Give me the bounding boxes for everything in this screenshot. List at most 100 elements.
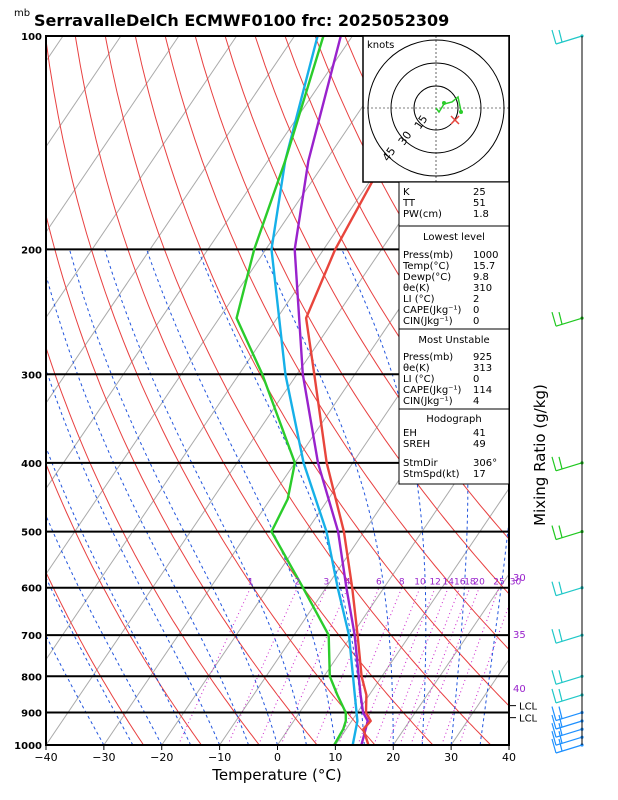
index-unstable-value: 4: [473, 396, 479, 407]
mixing-ratio-label: 8: [399, 578, 405, 588]
index-general-label: K: [403, 187, 410, 198]
moist-adiabat: [104, 249, 307, 745]
right-axis-label: Mixing Ratio (g/kg): [531, 384, 549, 526]
index-general-value: 51: [473, 198, 486, 209]
wind-barb-flag: [558, 738, 563, 752]
isotherm: [567, 36, 618, 745]
dry-adiabat: [585, 36, 618, 745]
indices-hodograph-box: [398, 408, 510, 485]
wind-barb: [551, 525, 584, 541]
index-lowest-label: LI (°C): [403, 294, 435, 305]
x-tick-label: −40: [34, 751, 57, 764]
storm-motion-marker: [450, 115, 460, 125]
dry-adiabat: [46, 462, 202, 745]
wind-barb-flag: [558, 731, 563, 744]
wind-barb-shaft: [555, 530, 583, 541]
wind-barb-flag: [558, 714, 563, 728]
mixing-ratio-label: 14: [443, 578, 455, 588]
indices-general-box: [398, 181, 510, 227]
wind-barb-shaft: [555, 35, 583, 45]
moist-adiabat: [46, 273, 250, 745]
x-tick-label: 0: [274, 751, 281, 764]
index-general-value: 1.8: [473, 209, 489, 220]
wind-barb-flag: [551, 738, 557, 754]
mixing-ratio-label: 12: [429, 578, 440, 588]
index-unstable-value: 925: [473, 352, 492, 363]
index-lowest-value: 0: [473, 316, 479, 327]
isotherm: [46, 36, 180, 234]
pressure-tick-label: 900: [21, 709, 42, 720]
mixing-ratio-lines: [177, 587, 509, 745]
index-lowest-label: Press(mb): [403, 250, 453, 261]
isotherm: [46, 36, 411, 575]
isotherm: [103, 145, 509, 745]
hodograph-indices-title: Hodograph: [426, 414, 481, 425]
indices-unstable-box: [398, 328, 510, 410]
pressure-tick-label: 600: [21, 584, 42, 595]
moist-adiabat: [46, 634, 105, 745]
wind-barb-shaft: [555, 744, 583, 754]
pressure-tick-label: 800: [21, 672, 42, 683]
dry-adiabat: [555, 36, 618, 745]
most-unstable-title: Most Unstable: [418, 335, 489, 346]
index-unstable-label: Press(mb): [403, 352, 453, 363]
mixing-ratio-label: 6: [376, 578, 382, 588]
index-unstable-label: CAPE(Jkg⁻¹): [403, 385, 461, 396]
index-lowest-value: 0: [473, 305, 479, 316]
mixing-ratio-label: 1: [248, 578, 254, 588]
wind-barb-flag: [551, 670, 557, 685]
wind-barb: [551, 688, 584, 704]
index-hodo-storm-label: StmDir: [403, 458, 438, 469]
pressure-tick-label: 1000: [14, 741, 42, 752]
isotherm: [392, 573, 509, 745]
wind-barb-flag: [558, 629, 563, 642]
wind-barb-flag: [551, 629, 557, 644]
wind-barb-flag: [558, 723, 563, 736]
wind-barb-shaft: [555, 587, 583, 597]
wind-barb-shaft: [555, 462, 583, 472]
index-hodo-storm-value: 306°: [473, 458, 497, 469]
isotherm: [334, 487, 509, 745]
moist-adiabat: [46, 576, 134, 745]
mixing-ratio-label: 2: [295, 578, 301, 588]
x-tick-label: −20: [150, 751, 173, 764]
index-hodo-storm-value: 17: [473, 469, 486, 480]
dry-adiabat: [74, 36, 434, 745]
mixing-ratio-label: 20: [473, 578, 485, 588]
dry-adiabat: [134, 36, 509, 707]
dry-adiabat: [46, 36, 376, 745]
wind-barb-flag: [558, 311, 563, 325]
hodograph-trace: [435, 95, 462, 114]
mixing-ratio-line: [227, 587, 298, 745]
wind-barb-flag: [551, 311, 557, 327]
wind-barb: [551, 629, 584, 644]
hodograph-point: [442, 101, 446, 105]
chart-title: SerravalleDelCh ECMWF0100 frc: 202505230…: [34, 11, 449, 30]
lowest-level-title: Lowest level: [423, 232, 485, 243]
parcel-cyan-line: [270, 36, 359, 745]
wind-barb-flag: [551, 525, 557, 540]
moist-adiabat: [69, 249, 278, 745]
temperature-line: [304, 36, 441, 745]
pressure-unit-label: mb: [14, 8, 30, 19]
dry-adiabat: [46, 213, 318, 745]
dry-adiabat: [46, 345, 260, 745]
wind-barb: [551, 29, 584, 45]
hodograph-point: [459, 110, 463, 114]
index-lowest-value: 15.7: [473, 261, 495, 272]
moist-adiabat: [46, 514, 163, 745]
isotherm-label: 35: [513, 630, 526, 641]
pressure-tick-label: 500: [21, 528, 42, 539]
wind-barb-flag: [558, 525, 563, 538]
isotherm: [46, 36, 238, 319]
moist-adiabat: [46, 445, 192, 745]
index-unstable-value: 313: [473, 363, 492, 374]
mixing-ratio-line: [280, 587, 349, 745]
index-lowest-value: 9.8: [473, 272, 489, 283]
wind-barb: [551, 706, 584, 722]
index-hodo-value: 49: [473, 439, 486, 450]
x-tick-label: 20: [386, 751, 400, 764]
